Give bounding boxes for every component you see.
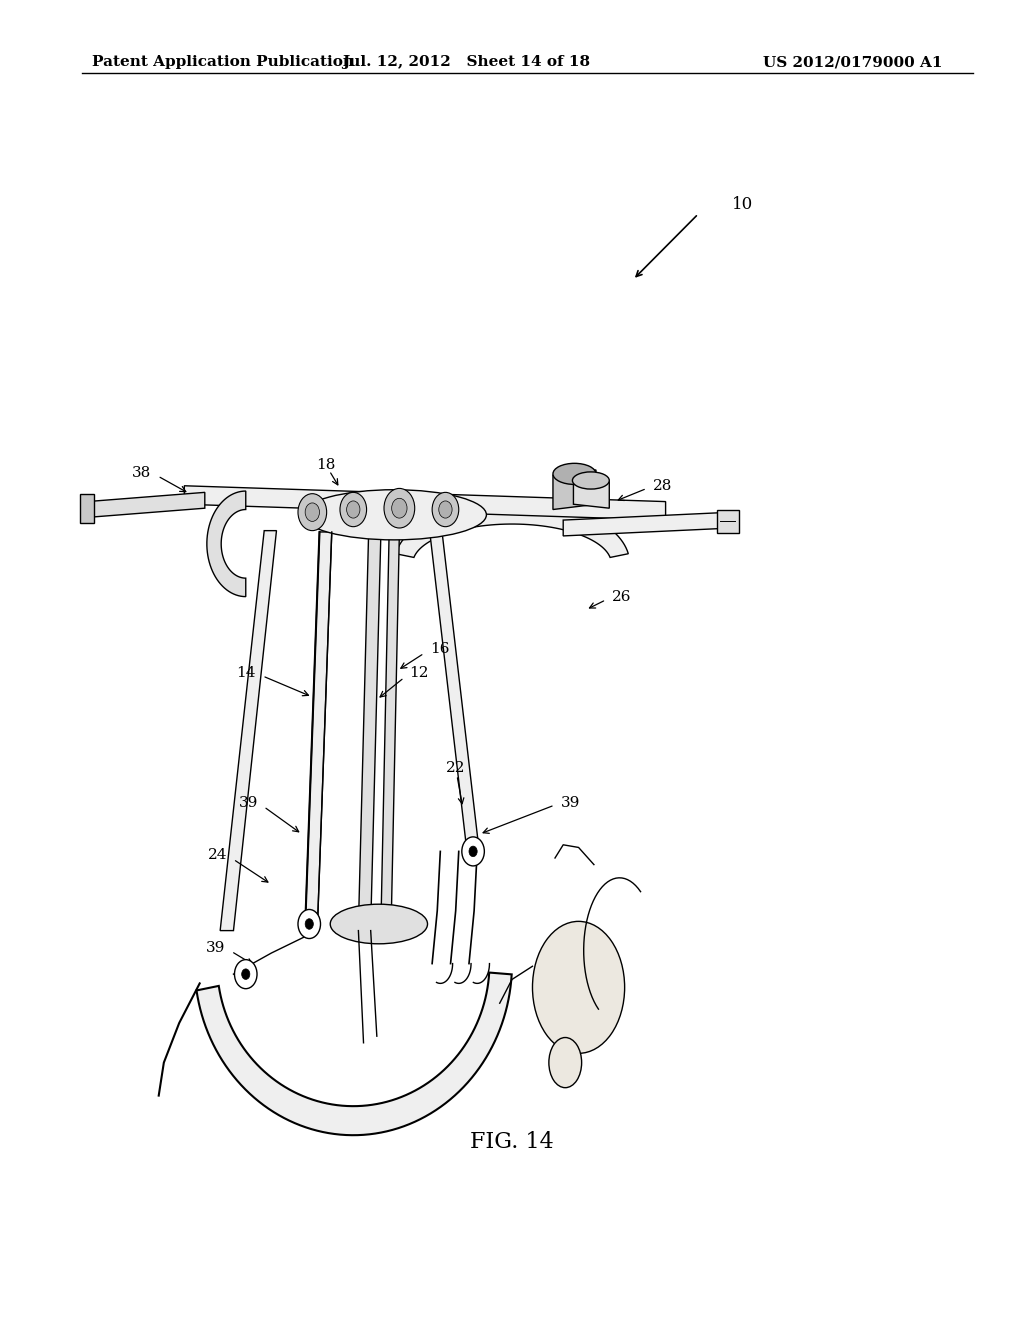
Circle shape [469,846,477,857]
Text: 39: 39 [239,796,258,809]
Polygon shape [220,531,276,931]
Polygon shape [717,510,739,533]
Polygon shape [197,973,512,1135]
Circle shape [234,960,257,989]
Polygon shape [80,494,94,523]
Text: 28: 28 [653,479,673,492]
Text: 39: 39 [206,941,225,954]
Circle shape [298,494,327,531]
Circle shape [346,500,360,519]
Text: 18: 18 [316,458,335,471]
Polygon shape [563,512,732,536]
Polygon shape [553,470,596,510]
Polygon shape [573,478,609,508]
Circle shape [340,492,367,527]
Polygon shape [184,486,666,520]
Text: 26: 26 [612,590,632,603]
Circle shape [462,837,484,866]
Text: 10: 10 [732,197,754,213]
Text: 12: 12 [410,667,429,680]
Circle shape [298,909,321,939]
Polygon shape [381,533,399,924]
Text: FIG. 14: FIG. 14 [470,1131,554,1152]
Ellipse shape [330,904,428,944]
Ellipse shape [532,921,625,1053]
Circle shape [242,969,250,979]
Ellipse shape [553,463,596,484]
Text: 39: 39 [561,796,581,809]
Circle shape [391,499,408,519]
Polygon shape [395,500,629,557]
Polygon shape [430,535,479,851]
Ellipse shape [572,471,609,490]
Text: Patent Application Publication: Patent Application Publication [92,55,354,70]
Text: US 2012/0179000 A1: US 2012/0179000 A1 [763,55,942,70]
Text: Jul. 12, 2012   Sheet 14 of 18: Jul. 12, 2012 Sheet 14 of 18 [342,55,590,70]
Ellipse shape [549,1038,582,1088]
Circle shape [305,919,313,929]
Polygon shape [305,532,332,927]
Text: 14: 14 [237,667,256,680]
Circle shape [305,503,319,521]
Circle shape [438,500,453,519]
Circle shape [432,492,459,527]
Text: 24: 24 [208,849,227,862]
Text: 22: 22 [445,762,466,775]
Polygon shape [358,532,381,927]
Ellipse shape [302,490,486,540]
Text: 16: 16 [430,643,450,656]
Text: 38: 38 [132,466,152,479]
Circle shape [384,488,415,528]
Polygon shape [207,491,246,597]
Polygon shape [87,492,205,517]
